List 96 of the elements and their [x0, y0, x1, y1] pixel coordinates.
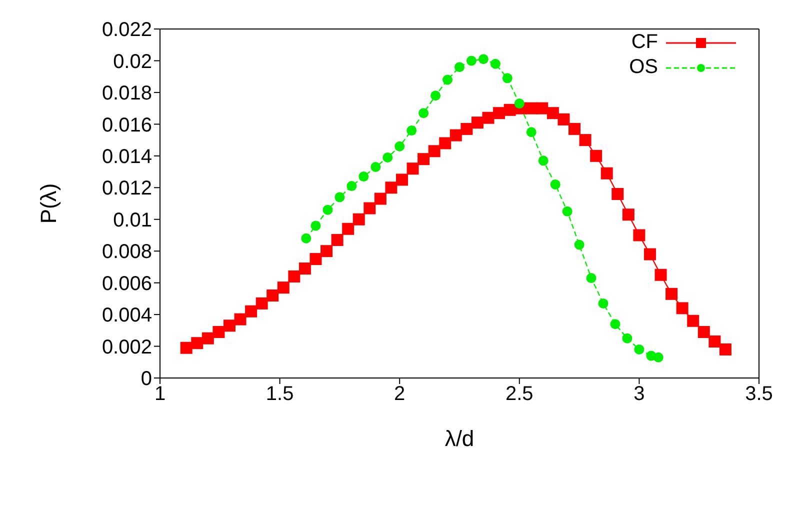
point [310, 220, 321, 231]
point [234, 313, 246, 326]
point [418, 153, 430, 166]
point [442, 74, 453, 85]
point [418, 108, 429, 118]
point [514, 98, 524, 109]
point [610, 319, 620, 330]
point [612, 188, 624, 200]
y-axis-title: P(λ) [36, 183, 61, 224]
point [245, 305, 258, 318]
point [331, 234, 344, 246]
point [298, 262, 311, 275]
point [526, 127, 536, 138]
point [364, 202, 376, 214]
legend-label: CF [631, 31, 658, 54]
point [322, 204, 333, 215]
point [644, 248, 656, 260]
point [590, 150, 602, 162]
point [212, 326, 225, 338]
y-tick-label: 0.014 [102, 146, 152, 168]
x-tick-label: 2.5 [505, 383, 534, 406]
point [406, 162, 419, 175]
point [428, 145, 440, 158]
point [502, 73, 512, 84]
legend-label: OS [629, 56, 658, 79]
y-tick-label: 0.016 [102, 114, 152, 136]
point [439, 137, 452, 150]
point [550, 179, 560, 190]
y-tick-label: 0.008 [102, 241, 152, 264]
point [320, 245, 333, 258]
point [385, 182, 398, 194]
point [430, 90, 441, 101]
point [666, 288, 678, 300]
point [301, 233, 312, 244]
point [719, 343, 732, 356]
point [288, 270, 300, 282]
x-axis-title: λ/d [444, 426, 474, 451]
point [370, 162, 381, 172]
point [634, 344, 644, 354]
point [352, 213, 365, 226]
point [598, 298, 608, 308]
x-tick-label: 3.5 [745, 383, 773, 406]
y-tick-label: 0.004 [102, 304, 152, 327]
point [346, 181, 357, 192]
point [574, 240, 584, 250]
y-tick-label: 0.006 [102, 272, 152, 295]
y-tick-label: 0.002 [102, 336, 152, 358]
point [654, 268, 667, 281]
point [394, 141, 405, 152]
x-tick-label: 2 [394, 383, 406, 406]
point [687, 314, 700, 327]
point [586, 273, 596, 284]
point [358, 172, 369, 182]
point [538, 156, 548, 166]
point [622, 333, 632, 344]
point [460, 122, 473, 135]
y-tick-label: 0.012 [102, 178, 152, 200]
point [342, 222, 354, 235]
point [202, 332, 214, 344]
y-tick-label: 0.02 [113, 50, 152, 73]
point [562, 206, 572, 216]
point [374, 192, 386, 205]
point [223, 320, 236, 332]
point [396, 174, 408, 186]
point [600, 167, 613, 180]
point [256, 297, 268, 310]
point [568, 122, 581, 135]
point [708, 336, 721, 348]
point [334, 192, 345, 202]
point [676, 302, 688, 314]
point [382, 152, 393, 162]
y-tick-label: 0.018 [102, 82, 152, 105]
point [490, 58, 500, 69]
point [406, 126, 417, 136]
y-tick-label: 0 [140, 368, 152, 390]
point [450, 129, 462, 142]
point [471, 116, 484, 129]
y-tick-label: 0.01 [113, 209, 152, 232]
point [310, 253, 322, 266]
point [546, 107, 559, 120]
point [558, 113, 570, 126]
point [579, 134, 592, 146]
point [698, 326, 710, 338]
point [622, 208, 634, 221]
point [180, 342, 192, 354]
point [633, 229, 646, 242]
point [466, 56, 476, 66]
x-tick-label: 1.5 [266, 383, 294, 406]
point [653, 352, 664, 362]
x-tick-label: 1 [154, 383, 166, 406]
point [266, 290, 279, 302]
point [454, 62, 464, 72]
x-tick-label: 3 [634, 383, 645, 406]
y-tick-label: 0.022 [102, 19, 152, 42]
point [277, 282, 290, 294]
point [478, 54, 488, 64]
